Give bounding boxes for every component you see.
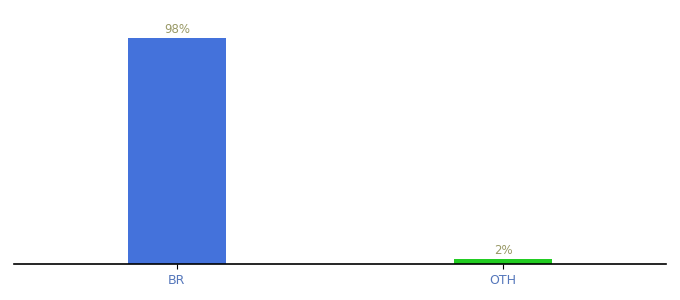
- Text: 98%: 98%: [164, 23, 190, 36]
- Bar: [454, 260, 552, 264]
- Text: 2%: 2%: [494, 244, 513, 257]
- Bar: [128, 38, 226, 264]
